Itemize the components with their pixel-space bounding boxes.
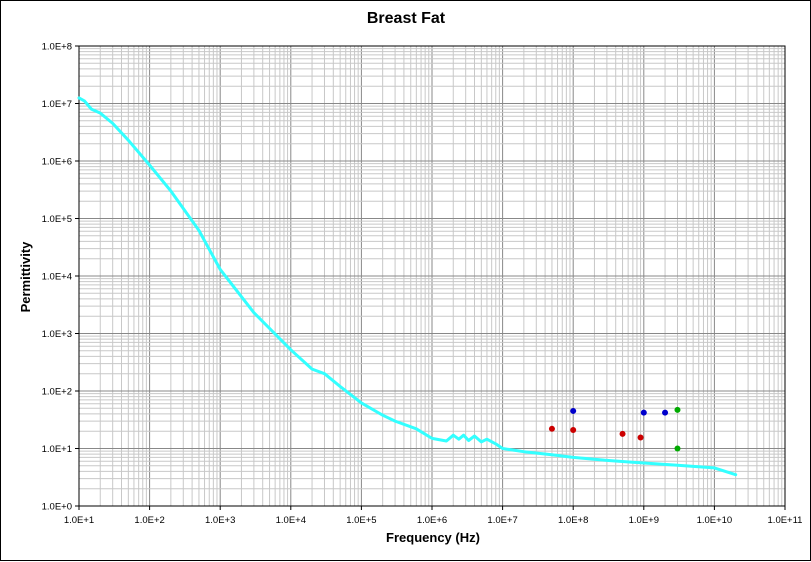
chart-title: Breast Fat [367, 10, 446, 27]
x-tick-label: 1.0E+5 [346, 515, 376, 526]
series-1-point [637, 434, 644, 441]
y-tick-label: 1.0E+3 [42, 329, 72, 340]
x-tick-label: 1.0E+7 [487, 515, 517, 526]
series-1-point [619, 430, 626, 437]
x-tick-label: 1.0E+2 [134, 515, 164, 526]
y-axis-label: Permittivity [18, 241, 33, 313]
series-3-point [674, 406, 681, 413]
y-tick-label: 1.0E+2 [42, 387, 72, 398]
series-1-point [570, 426, 577, 433]
series-1-point [548, 425, 555, 432]
series-0-line [77, 96, 738, 477]
x-tick-label: 1.0E+9 [629, 515, 659, 526]
y-tick-label: 1.0E+1 [42, 444, 72, 455]
y-tick-label: 1.0E+8 [42, 42, 72, 53]
x-tick-label: 1.0E+8 [558, 515, 588, 526]
x-tick-label: 1.0E+4 [276, 515, 306, 526]
x-axis-label: Frequency (Hz) [386, 530, 480, 545]
y-tick-label: 1.0E+4 [42, 272, 72, 283]
series-2-point [640, 409, 647, 416]
y-tick-labels: 1.0E+0 1.0E+1 1.0E+2 1.0E+3 1.0E+4 1.0E+5 1.0E… [42, 42, 79, 513]
y-tick-label: 1.0E+5 [42, 214, 72, 225]
x-tick-label: 1.0E+10 [697, 515, 733, 526]
grid [78, 46, 785, 507]
series-2-point [662, 409, 669, 416]
series-3-point [674, 445, 681, 452]
x-tick-label: 1.0E+6 [417, 515, 447, 526]
x-tick-label: 1.0E+11 [768, 515, 803, 526]
y-tick-label: 1.0E+0 [42, 502, 72, 513]
series-2-point [570, 407, 577, 414]
x-tick-label: 1.0E+3 [205, 515, 235, 526]
y-tick-label: 1.0E+7 [42, 99, 72, 110]
y-tick-label: 1.0E+6 [42, 157, 72, 168]
x-tick-labels: 1.0E+1 1.0E+2 1.0E+3 1.0E+4 1.0E+5 1.0E+6 1.0E… [64, 506, 803, 526]
x-tick-label: 1.0E+1 [64, 515, 94, 526]
series-group [77, 96, 738, 477]
